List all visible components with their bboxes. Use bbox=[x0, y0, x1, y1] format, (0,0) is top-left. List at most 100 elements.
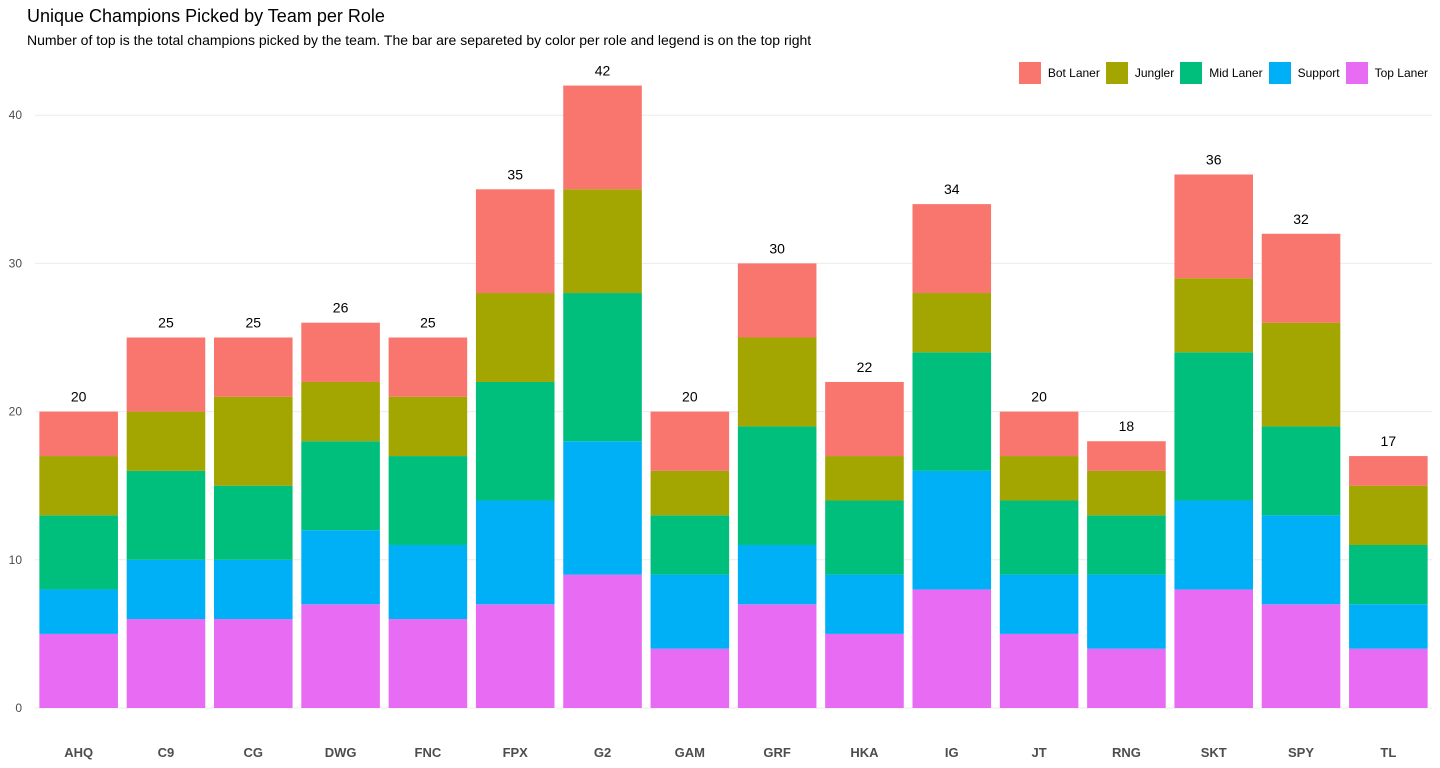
x-tick-label: DWG bbox=[325, 745, 357, 760]
bar-segment-support bbox=[650, 574, 730, 649]
legend-key-support bbox=[1268, 62, 1291, 84]
bar-segment-top-laner bbox=[825, 633, 904, 708]
x-tick-label: IG bbox=[945, 745, 959, 760]
legend-label: Support bbox=[1297, 66, 1340, 80]
bar-segment-support bbox=[475, 500, 555, 605]
x-tick-label: JT bbox=[1032, 745, 1047, 760]
bar-segment-support bbox=[563, 441, 642, 575]
bar-segment-support bbox=[126, 559, 206, 620]
legend-label: Top Laner bbox=[1374, 66, 1428, 80]
x-tick-label: C9 bbox=[158, 745, 175, 760]
bar-total-label: 26 bbox=[333, 300, 349, 316]
bar-segment-bot-laner bbox=[999, 411, 1079, 457]
bar-segment-mid-laner bbox=[1261, 426, 1341, 516]
legend-item-mid-laner: Mid Laner bbox=[1180, 62, 1263, 84]
bar-segment-mid-laner bbox=[126, 470, 206, 560]
legend-key-jungler bbox=[1105, 62, 1128, 84]
bar-segment-support bbox=[1261, 515, 1341, 605]
bar-segment-mid-laner bbox=[650, 515, 730, 575]
legend-key-bot-laner bbox=[1018, 62, 1041, 84]
bar-total-label: 42 bbox=[595, 63, 611, 79]
bar-segment-jungler bbox=[39, 456, 118, 516]
bar-total-label: 34 bbox=[944, 181, 960, 197]
bar-segment-support bbox=[825, 574, 904, 634]
bar-segment-jungler bbox=[1174, 278, 1254, 353]
legend-label: Bot Laner bbox=[1047, 66, 1100, 80]
bar-segment-support bbox=[301, 530, 380, 605]
x-tick-label: GAM bbox=[675, 745, 705, 760]
bar-total-label: 25 bbox=[420, 315, 436, 331]
bar-segment-top-laner bbox=[1349, 648, 1428, 708]
x-tick-label: CG bbox=[244, 745, 264, 760]
bar-segment-bot-laner bbox=[650, 411, 730, 471]
bar-segment-mid-laner bbox=[737, 426, 817, 545]
bar-segment-support bbox=[213, 559, 293, 620]
bar-segment-top-laner bbox=[1174, 589, 1254, 708]
bar-segment-mid-laner bbox=[213, 485, 293, 560]
bar-segment-bot-laner bbox=[388, 337, 468, 397]
bar-segment-bot-laner bbox=[213, 337, 293, 397]
bar-segment-mid-laner bbox=[475, 381, 555, 501]
legend-key-top-laner bbox=[1345, 62, 1368, 84]
bar-segment-support bbox=[39, 589, 118, 634]
chart-title: Unique Champions Picked by Team per Role bbox=[27, 6, 385, 26]
bar-segment-jungler bbox=[825, 456, 904, 501]
bar-segment-jungler bbox=[737, 337, 817, 427]
y-tick-label: 40 bbox=[9, 108, 23, 122]
legend-label: Jungler bbox=[1134, 66, 1175, 80]
bar-segment-support bbox=[1349, 604, 1428, 649]
bar-segment-support bbox=[1174, 500, 1254, 590]
bar-segment-support bbox=[737, 544, 817, 605]
bar-segment-mid-laner bbox=[1087, 515, 1166, 575]
bar-total-label: 25 bbox=[245, 315, 261, 331]
bar-total-label: 17 bbox=[1381, 433, 1397, 449]
legend-item-support: Support bbox=[1268, 62, 1340, 84]
bar-segment-jungler bbox=[1087, 470, 1166, 516]
bar-segment-top-laner bbox=[737, 604, 817, 708]
bar-segment-mid-laner bbox=[825, 500, 904, 575]
bar-total-label: 20 bbox=[1031, 389, 1047, 405]
bar-segment-bot-laner bbox=[39, 411, 118, 457]
bar-segment-top-laner bbox=[301, 604, 380, 708]
bar-segment-support bbox=[388, 544, 468, 620]
bar-segment-bot-laner bbox=[126, 337, 206, 412]
bar-segment-jungler bbox=[301, 381, 380, 442]
y-tick-label: 0 bbox=[15, 701, 22, 715]
bar-segment-mid-laner bbox=[39, 515, 118, 590]
legend-item-jungler: Jungler bbox=[1105, 62, 1175, 84]
bar-total-label: 35 bbox=[507, 166, 523, 182]
bar-segment-top-laner bbox=[213, 619, 293, 708]
bar-segment-jungler bbox=[213, 396, 293, 486]
bar-segment-support bbox=[1087, 574, 1166, 649]
bar-segment-bot-laner bbox=[1087, 441, 1166, 471]
y-tick-label: 10 bbox=[9, 553, 23, 567]
bar-segment-top-laner bbox=[1261, 604, 1341, 708]
bar-segment-bot-laner bbox=[475, 189, 555, 294]
x-tick-label: FPX bbox=[503, 745, 529, 760]
bar-segment-support bbox=[912, 470, 992, 590]
x-tick-label: RNG bbox=[1112, 745, 1141, 760]
bar-segment-mid-laner bbox=[999, 500, 1079, 575]
bar-segment-bot-laner bbox=[912, 204, 992, 294]
x-tick-label: TL bbox=[1380, 745, 1396, 760]
bar-segment-mid-laner bbox=[563, 293, 642, 442]
bar-total-label: 20 bbox=[682, 389, 698, 405]
bar-segment-jungler bbox=[999, 456, 1079, 501]
bar-segment-jungler bbox=[912, 293, 992, 353]
bar-segment-jungler bbox=[388, 396, 468, 457]
bar-segment-jungler bbox=[475, 293, 555, 382]
bar-segment-top-laner bbox=[388, 619, 468, 708]
bar-segment-mid-laner bbox=[388, 456, 468, 545]
y-tick-label: 30 bbox=[9, 256, 23, 270]
x-tick-label: AHQ bbox=[64, 745, 93, 760]
x-tick-label: G2 bbox=[594, 745, 611, 760]
bar-segment-top-laner bbox=[475, 604, 555, 708]
x-tick-label: HKA bbox=[850, 745, 879, 760]
bar-segment-jungler bbox=[126, 411, 206, 471]
bar-segment-support bbox=[999, 574, 1079, 634]
y-tick-label: 20 bbox=[9, 405, 23, 419]
bar-total-label: 30 bbox=[769, 240, 785, 256]
bar-total-label: 20 bbox=[71, 389, 87, 405]
x-tick-label: SPY bbox=[1288, 745, 1314, 760]
